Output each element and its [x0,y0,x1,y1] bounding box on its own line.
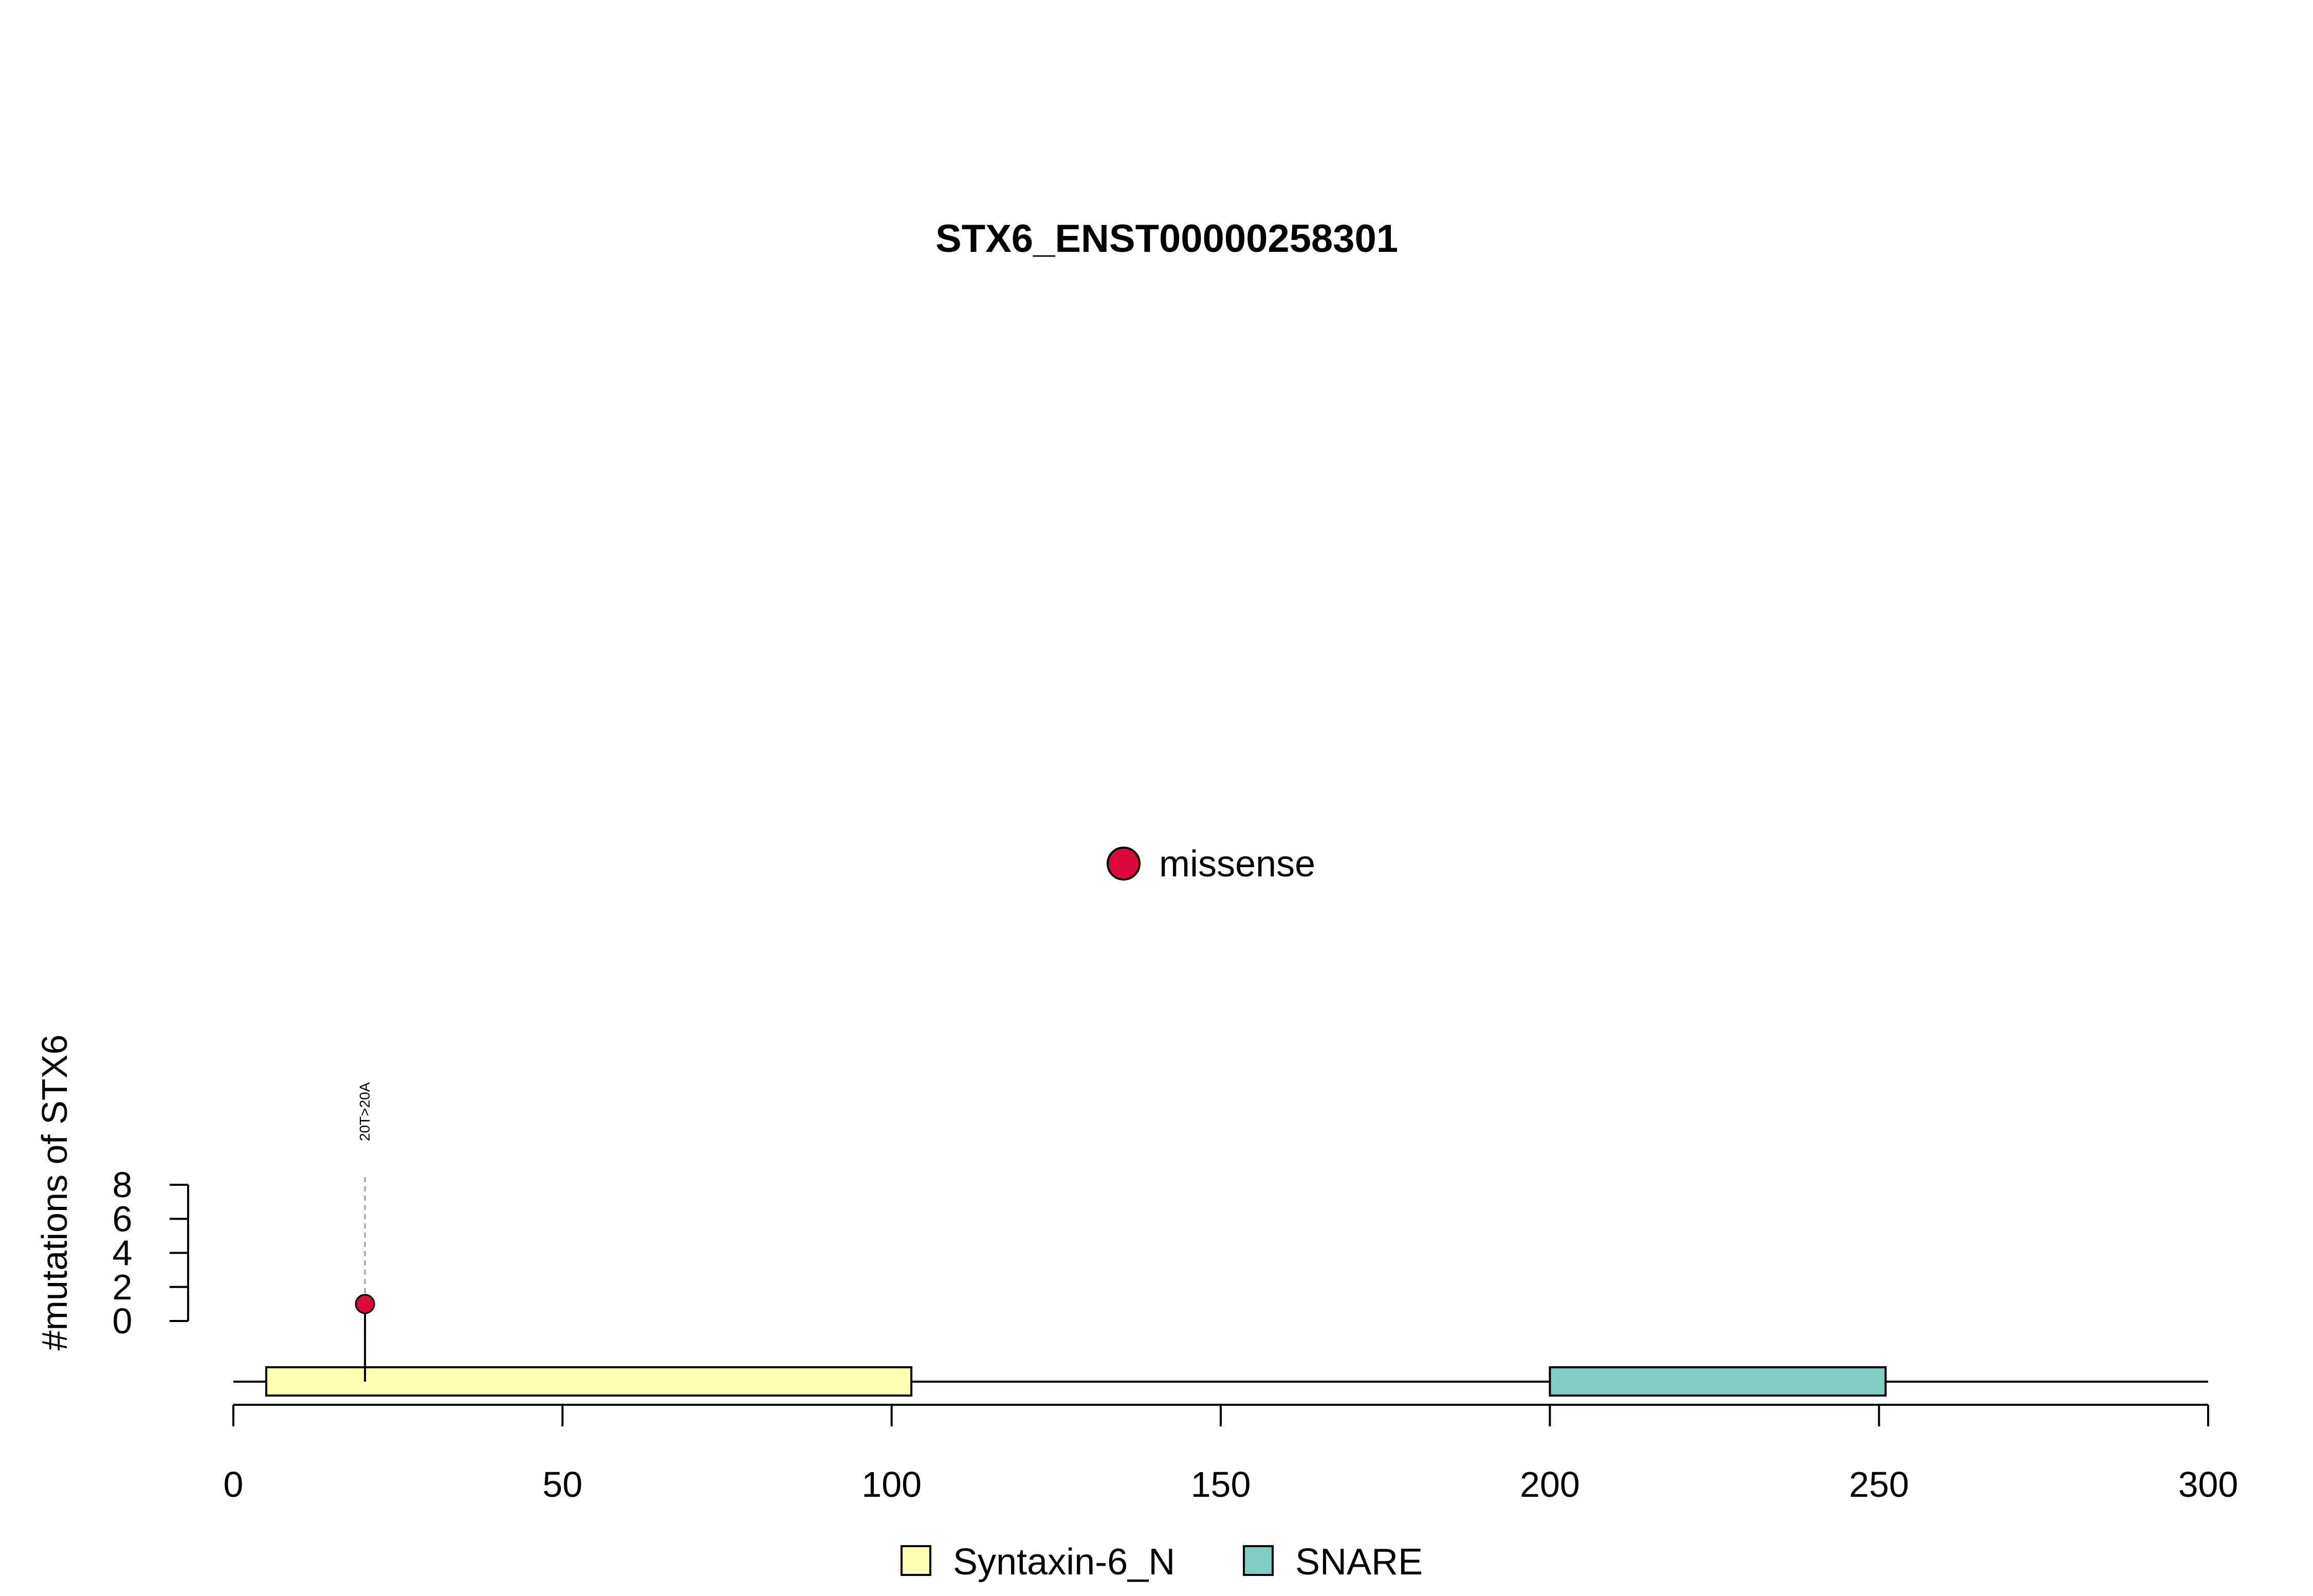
legend-label: missense [1159,843,1315,885]
x-axis: 0 50 100 150 200 250 300 [224,1404,2238,1505]
x-tick-label: 100 [861,1464,922,1505]
legend-marker-missense [1107,847,1141,880]
domain-snare [1549,1366,1887,1397]
y-tick-label: 8 [113,1165,133,1205]
legend-swatch-syntaxin-6-n [901,1545,931,1576]
y-tick-label: 0 [113,1301,133,1341]
mutation-head [355,1294,375,1314]
mutation-label: 20T>20A [357,1082,373,1141]
protein-track [233,1366,2208,1397]
domain-syntaxin-6-n [265,1366,913,1397]
y-tick-label: 2 [113,1267,133,1307]
legend-label: Syntaxin-6_N [953,1542,1175,1583]
y-tick-label: 6 [113,1199,133,1239]
mutation-lollipops: 20T>20A [355,1082,375,1382]
x-tick-label: 200 [1520,1464,1580,1505]
y-tick-label: 4 [113,1233,133,1273]
legend-label: SNARE [1295,1542,1423,1583]
y-axis-label: #mutations of STX6 [34,1035,75,1351]
x-tick-label: 250 [1849,1464,1909,1505]
chart-title: STX6_ENST00000258301 [935,217,1398,261]
x-tick-label: 0 [224,1464,244,1505]
x-tick-label: 150 [1191,1464,1251,1505]
legend-swatch-snare [1243,1545,1274,1576]
x-tick-label: 50 [542,1464,582,1505]
mutation-legend: missense [1107,843,1315,885]
x-tick-label: 300 [2178,1464,2238,1505]
domain-legend: Syntaxin-6_N SNARE [901,1542,1423,1583]
